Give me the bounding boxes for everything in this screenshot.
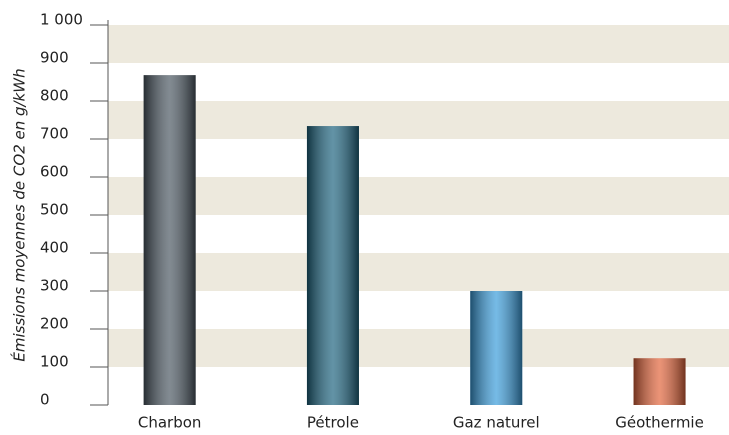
y-tick-label: 300 (40, 277, 69, 295)
y-tick-label: 900 (40, 49, 69, 67)
x-tick-label: Pétrole (307, 414, 359, 432)
y-tick-label: 0 (40, 391, 50, 409)
grid-band (108, 329, 729, 367)
y-tick-label: 1 000 (40, 11, 83, 29)
grid-band (108, 25, 729, 63)
y-tick-label: 600 (40, 163, 69, 181)
y-tick-label: 700 (40, 125, 69, 143)
grid-band (108, 177, 729, 215)
x-tick-label: Géothermie (615, 414, 704, 432)
y-axis-label: Émissions moyennes de CO2 en g/kWh (10, 68, 29, 361)
y-tick-label: 100 (40, 353, 69, 371)
y-tick-label: 400 (40, 239, 69, 257)
grid-band (108, 253, 729, 291)
y-tick-label: 200 (40, 315, 69, 333)
x-tick-label: Charbon (138, 414, 202, 432)
x-tick-label: Gaz naturel (453, 414, 540, 432)
grid-band (108, 101, 729, 139)
y-tick-label: 800 (40, 87, 69, 105)
y-tick-label: 500 (40, 201, 69, 219)
